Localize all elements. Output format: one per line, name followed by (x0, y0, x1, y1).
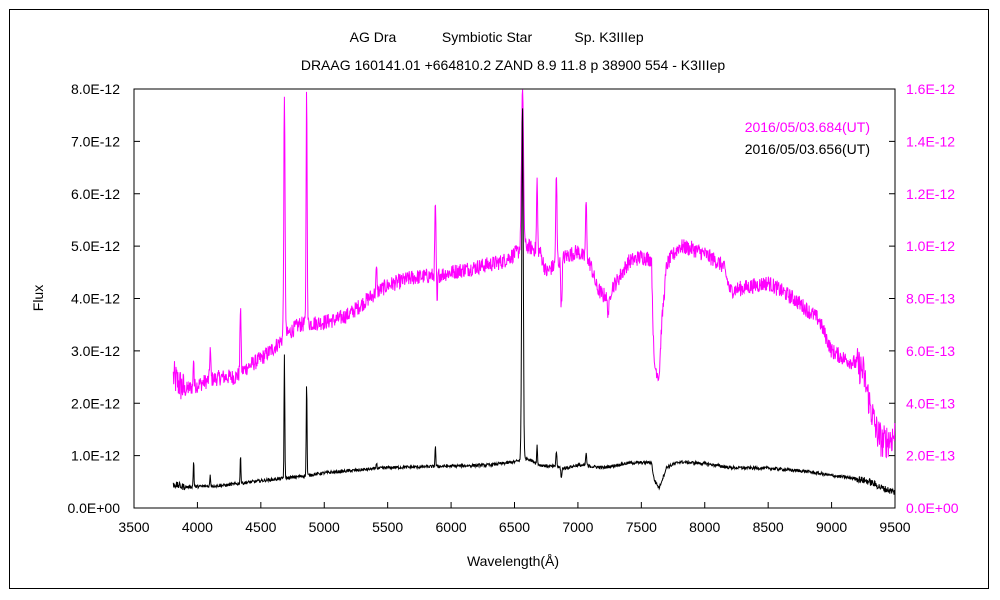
y-left-tick-label: 7.0E-12 (71, 133, 120, 149)
y-left-tick-label: 3.0E-12 (71, 343, 120, 359)
x-tick-labels: 3500 4000 4500 5000 5500 6000 6500 7000 7500 8000… (118, 519, 910, 535)
y-right-tick-label: 1.0E-12 (906, 238, 955, 254)
x-tick-label: 5500 (372, 519, 403, 535)
x-tick-label: 8500 (753, 519, 784, 535)
x-tick-label: 9500 (879, 519, 910, 535)
y-left-tick-label: 5.0E-12 (71, 238, 120, 254)
x-axis-label: Wavelength(Å) (467, 553, 559, 569)
y-left-tick-labels: 0.0E+00 1.0E-12 2.0E-12 3.0E-12 4.0E-12 5.0E-… (67, 81, 120, 516)
y-left-tick-label: 8.0E-12 (71, 81, 120, 97)
x-tick-label: 6000 (436, 519, 467, 535)
x-tick-label: 3500 (118, 519, 149, 535)
x-tick-label: 5000 (309, 519, 340, 535)
x-tick-label: 9000 (816, 519, 847, 535)
series-line-black (172, 108, 896, 495)
legend-entry-black: 2016/05/03.656(UT) (745, 141, 870, 157)
x-tick-label: 7500 (626, 519, 657, 535)
x-tick-label: 4000 (182, 519, 213, 535)
y-right-tick-label: 0.0E+00 (906, 500, 959, 516)
y-left-tick-label: 0.0E+00 (67, 500, 120, 516)
x-tick-label: 4500 (245, 519, 276, 535)
series-line-magenta (172, 89, 896, 459)
title-catalog-line: DRAAG 160141.01 +664810.2 ZAND 8.9 11.8 … (301, 57, 726, 73)
y-right-tick-label: 8.0E-13 (906, 291, 955, 307)
y-left-tick-label: 2.0E-12 (71, 395, 120, 411)
x-tick-label: 7000 (562, 519, 593, 535)
y-right-tick-label: 1.2E-12 (906, 186, 955, 202)
y-right-tick-label: 1.4E-12 (906, 133, 955, 149)
title-spectral-type: Sp. K3IIIep (574, 29, 643, 45)
y-right-tick-label: 4.0E-13 (906, 395, 955, 411)
y-right-tick-label: 6.0E-13 (906, 343, 955, 359)
y-axis-label: Flux (30, 285, 46, 311)
title-object: AG Dra (350, 29, 397, 45)
chart-frame (9, 9, 989, 589)
y-right-tick-label: 1.6E-12 (906, 81, 955, 97)
x-tick-label: 6500 (499, 519, 530, 535)
title-type: Symbiotic Star (442, 29, 533, 45)
y-left-tick-label: 1.0E-12 (71, 448, 120, 464)
legend-entry-magenta: 2016/05/03.684(UT) (745, 119, 870, 135)
y-right-tick-labels: 0.0E+00 2.0E-13 4.0E-13 6.0E-13 8.0E-13 1.0E-… (906, 81, 959, 516)
x-tick-label: 8000 (689, 519, 720, 535)
y-left-tick-label: 4.0E-12 (71, 291, 120, 307)
y-left-tick-label: 6.0E-12 (71, 186, 120, 202)
y-right-tick-label: 2.0E-13 (906, 448, 955, 464)
axis-ticks (133, 88, 896, 509)
